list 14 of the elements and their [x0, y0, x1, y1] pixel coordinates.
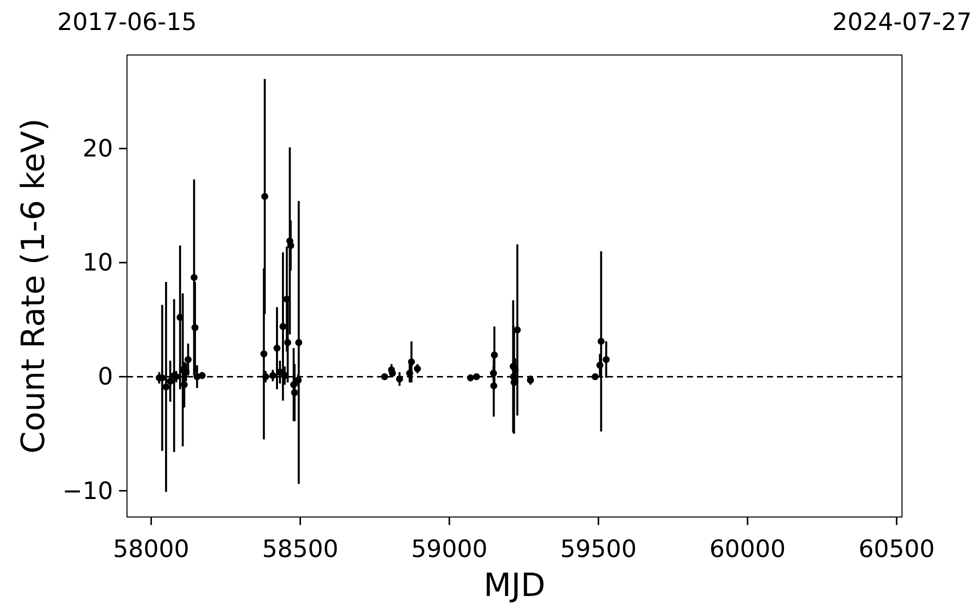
x-axis-title: MJD — [484, 566, 546, 604]
x2-tick-label: 2017-06-15 — [57, 8, 197, 36]
y-axis-title: Count Rate (1-6 keV) — [14, 118, 52, 454]
x-tick-label: 58500 — [262, 535, 338, 563]
y-tick-label: −10 — [62, 476, 113, 505]
x-tick-label: 59000 — [411, 535, 488, 563]
y-tick-label: 10 — [82, 248, 113, 277]
y-tick-label: 0 — [98, 362, 113, 391]
x-tick-label: 60000 — [709, 535, 786, 563]
x-tick-label: 59500 — [560, 535, 637, 563]
x-tick-label: 58000 — [112, 535, 190, 563]
x2-tick-label: 2024-07-27 — [832, 8, 972, 36]
x-tick-label: 60500 — [858, 535, 935, 563]
y-tick-label: 20 — [82, 134, 113, 163]
